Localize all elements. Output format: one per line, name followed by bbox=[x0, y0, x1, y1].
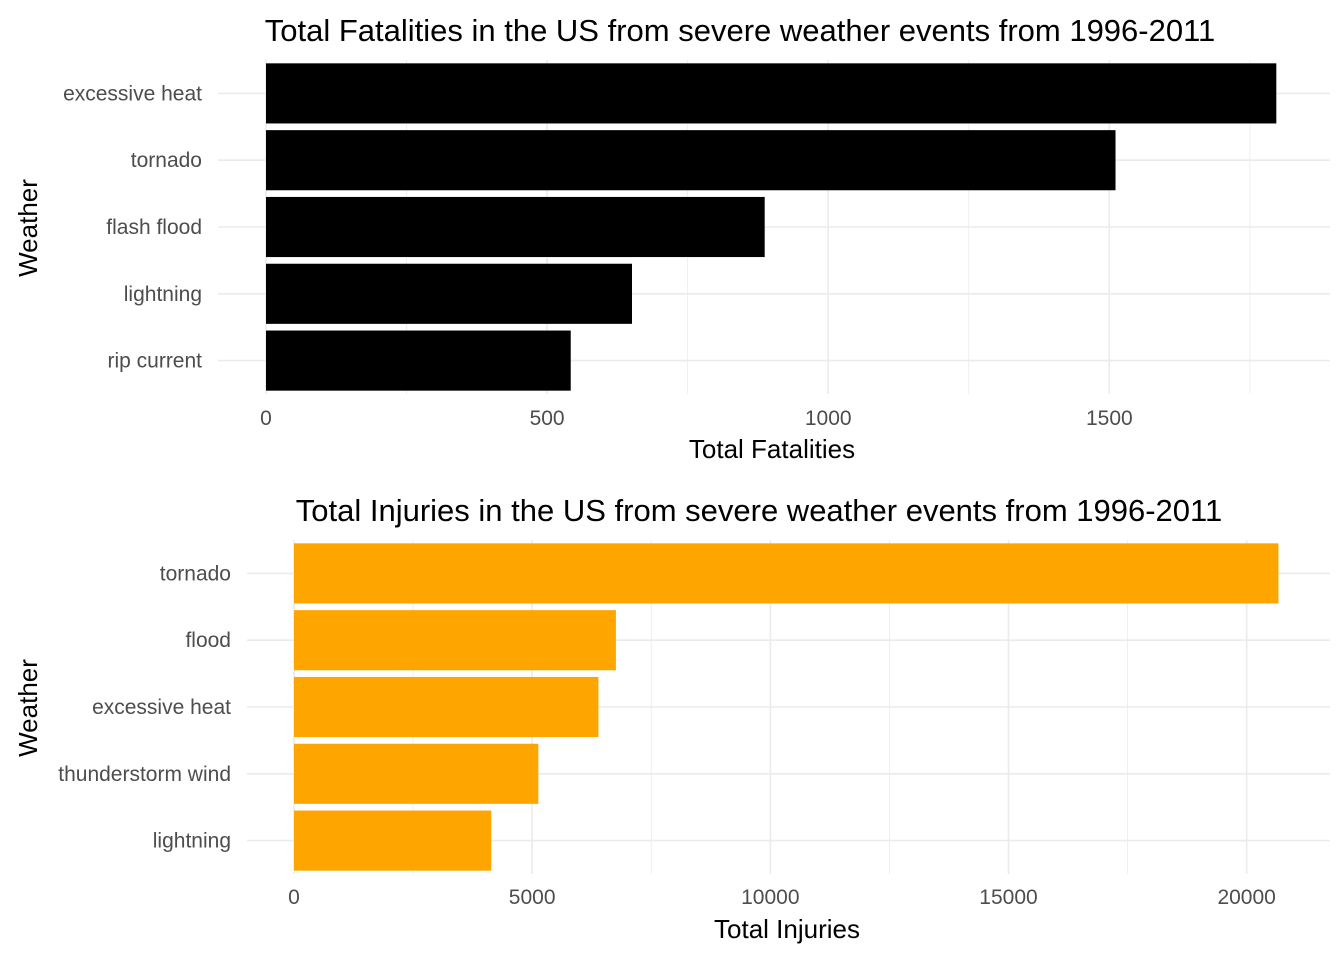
bar bbox=[266, 63, 1277, 124]
bar bbox=[294, 610, 616, 671]
category-label: lightning bbox=[153, 830, 231, 853]
y-axis-title: Weather bbox=[13, 659, 43, 757]
x-tick-label: 10000 bbox=[741, 886, 799, 909]
bar bbox=[266, 330, 571, 391]
category-label: lightning bbox=[124, 283, 202, 306]
chart-title: Total Fatalities in the US from severe w… bbox=[265, 13, 1216, 48]
x-tick-label: 5000 bbox=[509, 886, 556, 909]
x-axis-title: Total Fatalities bbox=[689, 434, 855, 464]
chart-title: Total Injuries in the US from severe wea… bbox=[296, 493, 1222, 528]
bar bbox=[294, 543, 1279, 604]
bar bbox=[266, 263, 633, 324]
x-tick-label: 15000 bbox=[979, 886, 1037, 909]
injuries-chart: Total Injuries in the US from severe wea… bbox=[13, 493, 1330, 944]
x-tick-label: 0 bbox=[260, 407, 272, 430]
category-label: thunderstorm wind bbox=[58, 763, 231, 786]
x-tick-label: 20000 bbox=[1217, 886, 1275, 909]
category-label: rip current bbox=[107, 350, 202, 373]
fatalities-chart: Total Fatalities in the US from severe w… bbox=[13, 13, 1330, 464]
bar bbox=[294, 743, 539, 804]
x-tick-label: 0 bbox=[288, 886, 300, 909]
bar bbox=[294, 676, 599, 738]
category-label: tornado bbox=[131, 149, 202, 172]
x-axis-title: Total Injuries bbox=[714, 914, 860, 944]
bar bbox=[266, 130, 1116, 191]
category-label: excessive heat bbox=[92, 696, 231, 719]
category-labels: excessive heat tornado flash flood lightnin… bbox=[63, 82, 202, 372]
x-tick-label: 1500 bbox=[1086, 407, 1133, 430]
x-tick-labels: 0 500 1000 1500 bbox=[260, 407, 1133, 430]
category-label: flood bbox=[185, 629, 231, 652]
bar bbox=[294, 810, 492, 871]
bars bbox=[294, 543, 1279, 871]
bar bbox=[266, 196, 765, 258]
category-label: tornado bbox=[160, 562, 231, 585]
x-tick-label: 500 bbox=[530, 407, 565, 430]
category-labels: tornado flood excessive heat thunderstorm w… bbox=[58, 562, 231, 852]
x-tick-label: 1000 bbox=[805, 407, 852, 430]
category-label: flash flood bbox=[106, 216, 202, 239]
y-axis-title: Weather bbox=[13, 179, 43, 277]
category-label: excessive heat bbox=[63, 82, 202, 105]
x-tick-labels: 0 5000 10000 15000 20000 bbox=[288, 886, 1276, 909]
bars bbox=[266, 63, 1277, 391]
